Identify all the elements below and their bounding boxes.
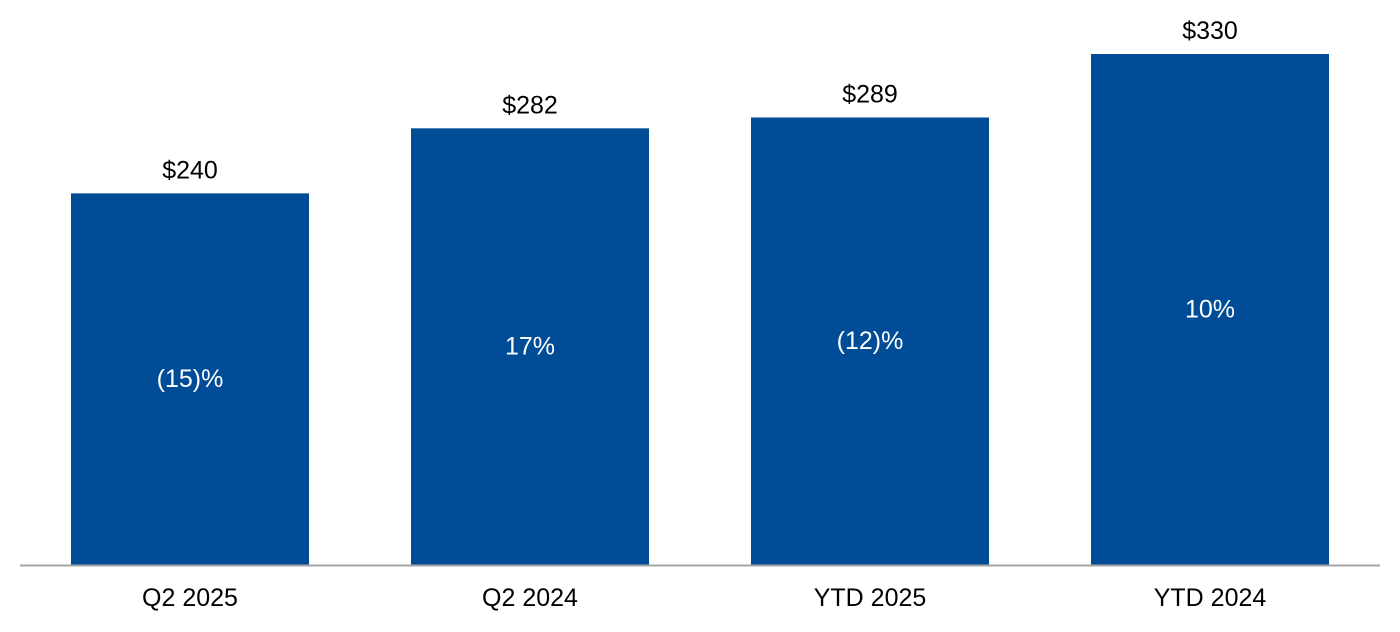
- x-tick-label-0: Q2 2025: [142, 584, 238, 612]
- bar-value-label-2: $289: [842, 80, 898, 108]
- bar-3: [1091, 54, 1329, 565]
- bars-group: [71, 54, 1329, 565]
- x-tick-label-1: Q2 2024: [482, 584, 578, 612]
- bar-value-label-0: $240: [162, 156, 218, 184]
- bar-change-label-0: (15)%: [157, 365, 224, 393]
- x-tick-label-2: YTD 2025: [814, 584, 927, 612]
- x-axis-tick-labels: Q2 2025 Q2 2024 YTD 2025 YTD 2024: [142, 584, 1266, 612]
- bar-change-label-2: (12)%: [837, 327, 904, 355]
- bar-0: [71, 193, 309, 565]
- bar-2: [751, 117, 989, 565]
- change-labels-group: (15)% 17% (12)% 10%: [157, 296, 1235, 394]
- x-tick-label-3: YTD 2024: [1154, 584, 1267, 612]
- bar-change-label-3: 10%: [1185, 296, 1235, 324]
- bar-value-label-1: $282: [502, 91, 558, 119]
- bar-value-label-3: $330: [1182, 17, 1238, 45]
- value-labels-group: $240 $282 $289 $330: [162, 17, 1238, 184]
- bar-change-label-1: 17%: [505, 333, 555, 361]
- bar-1: [411, 128, 649, 565]
